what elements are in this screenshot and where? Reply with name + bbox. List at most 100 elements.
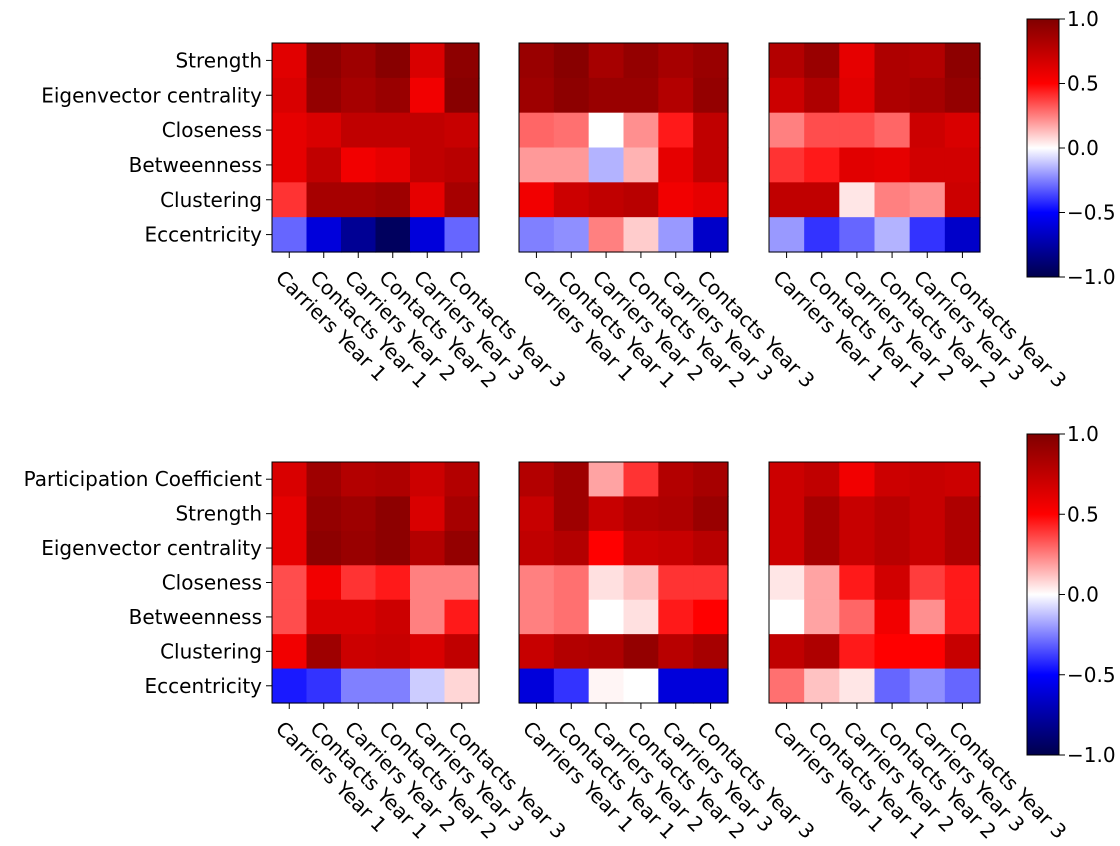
heatmap-cell xyxy=(804,496,840,532)
heatmap-cell xyxy=(306,565,342,601)
heatmap-cell xyxy=(769,77,805,114)
heatmap-cell xyxy=(444,43,480,79)
heatmap-cell xyxy=(444,77,480,114)
heatmap-cell xyxy=(944,496,981,532)
heatmap-cell xyxy=(839,112,876,149)
heatmap-cell xyxy=(444,634,480,670)
heatmap-cell xyxy=(553,112,590,149)
heatmap-cell xyxy=(519,634,555,670)
heatmap-cell xyxy=(410,565,446,601)
heatmap-cell xyxy=(375,496,411,532)
heatmap-cell xyxy=(658,530,694,566)
heatmap-cell xyxy=(519,668,555,704)
heatmap-cell xyxy=(804,599,840,635)
y-tick-label: Strength xyxy=(175,502,262,526)
heatmap-cell xyxy=(874,668,911,704)
heatmap-cell xyxy=(693,496,729,532)
heatmap-cell xyxy=(306,77,342,114)
heatmap-frame xyxy=(518,461,729,704)
heatmap-cell xyxy=(341,668,377,704)
heatmap-cell xyxy=(623,43,659,79)
heatmap-cell xyxy=(839,668,876,704)
heatmap-cell xyxy=(909,77,946,114)
y-tick-label: Eccentricity xyxy=(145,674,263,698)
heatmap-cell xyxy=(658,112,694,149)
y-tick-label: Betweenness xyxy=(129,605,262,629)
heatmap-cell xyxy=(874,462,911,498)
colorbar-tick-label: 0.5 xyxy=(1067,502,1099,526)
heatmap-cell xyxy=(804,634,840,670)
heatmap-cell xyxy=(658,565,694,601)
heatmap-cell xyxy=(769,668,805,704)
heatmap-cell xyxy=(623,182,659,218)
heatmap-cell xyxy=(553,77,590,114)
y-tick-label: Betweenness xyxy=(129,153,262,177)
heatmap-cell xyxy=(874,565,911,601)
heatmap-cell xyxy=(519,530,555,566)
heatmap-cell xyxy=(944,530,981,566)
heatmap-cell xyxy=(272,565,308,601)
heatmap-cell xyxy=(623,462,659,498)
heatmap-cell xyxy=(769,217,805,253)
heatmap-cell xyxy=(519,77,555,114)
heatmap-cell xyxy=(341,43,377,79)
heatmap-cell xyxy=(804,77,840,114)
heatmap-cell xyxy=(909,668,946,704)
heatmap-cell xyxy=(375,147,411,183)
colorbar-tick-label: 1.0 xyxy=(1067,422,1099,446)
heatmap-cell xyxy=(375,217,411,253)
heatmap-cell xyxy=(804,462,840,498)
heatmap-cell xyxy=(909,496,946,532)
heatmap-cell xyxy=(804,112,840,149)
heatmap-cell xyxy=(839,462,876,498)
heatmap-cell xyxy=(944,565,981,601)
heatmap-frame xyxy=(768,42,981,253)
y-tick-label: Eccentricity xyxy=(145,223,263,247)
heatmap-cell xyxy=(588,462,625,498)
heatmap-cell xyxy=(658,599,694,635)
heatmap-cell xyxy=(341,112,377,149)
heatmap-cell xyxy=(658,217,694,253)
heatmap-cell xyxy=(623,496,659,532)
heatmap-cell xyxy=(553,182,590,218)
heatmap-cell xyxy=(588,530,625,566)
heatmap-cell xyxy=(693,112,729,149)
heatmap-cell xyxy=(341,530,377,566)
heatmap-cell xyxy=(909,147,946,183)
heatmap-cell xyxy=(658,462,694,498)
heatmap-cell xyxy=(519,462,555,498)
heatmap-cell xyxy=(944,668,981,704)
heatmap-cell xyxy=(839,182,876,218)
y-tick-label: Strength xyxy=(175,48,262,72)
heatmap-cell xyxy=(341,565,377,601)
heatmap-cell xyxy=(588,147,625,183)
heatmap-cell xyxy=(553,147,590,183)
heatmap-cell xyxy=(410,668,446,704)
heatmap-cell xyxy=(272,530,308,566)
heatmap-cell xyxy=(944,112,981,149)
heatmap-cell xyxy=(519,565,555,601)
heatmap-cell xyxy=(623,565,659,601)
heatmap-cell xyxy=(944,182,981,218)
heatmap-cell xyxy=(410,77,446,114)
heatmap-cell xyxy=(839,599,876,635)
heatmap-cell xyxy=(944,634,981,670)
heatmap-cell xyxy=(769,634,805,670)
heatmap-cell xyxy=(909,462,946,498)
y-tick-label: Closeness xyxy=(162,118,262,142)
heatmap-cell xyxy=(874,112,911,149)
heatmap-cell xyxy=(553,496,590,532)
colorbar-tick-label: 1.0 xyxy=(1067,7,1099,31)
heatmap-cell xyxy=(839,634,876,670)
heatmap-cell xyxy=(769,530,805,566)
heatmap-cell xyxy=(944,147,981,183)
heatmap-cell xyxy=(410,217,446,253)
colorbar-tick-label: 0.5 xyxy=(1067,72,1099,96)
heatmap-cell xyxy=(341,599,377,635)
colorbar-bottom: −1.0 −0.5 0.0 0.5 1.0 xyxy=(1026,422,1116,767)
heatmap-cell xyxy=(693,462,729,498)
heatmap-cell xyxy=(693,668,729,704)
heatmap-cell xyxy=(272,147,308,183)
